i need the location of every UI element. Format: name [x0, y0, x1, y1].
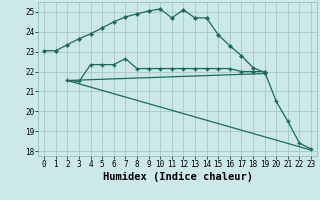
- X-axis label: Humidex (Indice chaleur): Humidex (Indice chaleur): [103, 172, 252, 182]
